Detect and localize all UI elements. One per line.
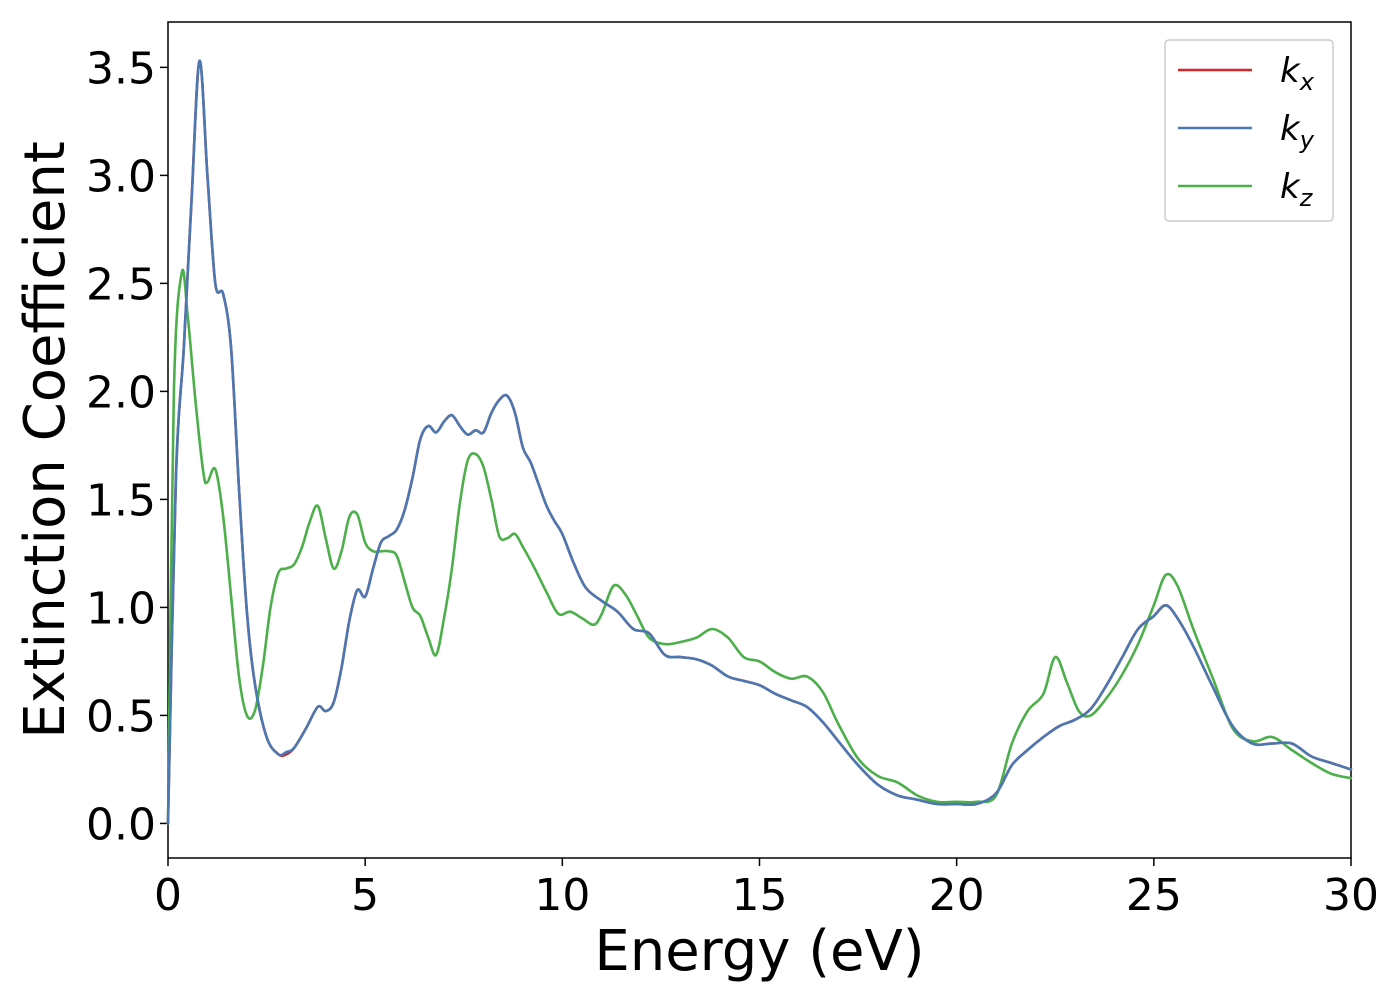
series-line-y <box>166 59 1353 825</box>
x-tick-label: 10 <box>534 870 590 921</box>
legend: kx ky kz <box>1164 39 1334 222</box>
x-tick-label: 5 <box>351 870 379 921</box>
x-axis-ticks: 0 5 10 15 20 25 30 <box>154 858 1379 921</box>
legend-label-z: kz <box>1280 167 1314 212</box>
x-tick-label: 15 <box>732 870 788 921</box>
series-line-z <box>166 268 1353 825</box>
y-tick-label: 1.0 <box>86 583 156 634</box>
y-tick-label: 3.5 <box>86 43 156 94</box>
series-lines <box>166 59 1353 825</box>
y-tick-label: 2.5 <box>86 259 156 310</box>
x-tick-label: 20 <box>929 870 985 921</box>
y-tick-label: 0.0 <box>86 799 156 850</box>
y-tick-label: 0.5 <box>86 691 156 742</box>
y-tick-label: 2.0 <box>86 367 156 418</box>
x-axis-label: Energy (eV) <box>594 919 924 984</box>
x-tick-label: 0 <box>154 870 182 921</box>
x-tick-label: 30 <box>1323 870 1379 921</box>
y-axis-label: Extinction Coefficient <box>13 141 78 739</box>
legend-label-y: ky <box>1280 109 1315 154</box>
y-tick-label: 3.0 <box>86 151 156 202</box>
legend-box <box>1164 39 1334 222</box>
y-axis-ticks: 0.0 0.5 1.0 1.5 2.0 2.5 3.0 3.5 <box>86 43 168 850</box>
legend-label-x: kx <box>1280 51 1315 96</box>
y-tick-label: 1.5 <box>86 475 156 526</box>
x-tick-label: 25 <box>1126 870 1182 921</box>
